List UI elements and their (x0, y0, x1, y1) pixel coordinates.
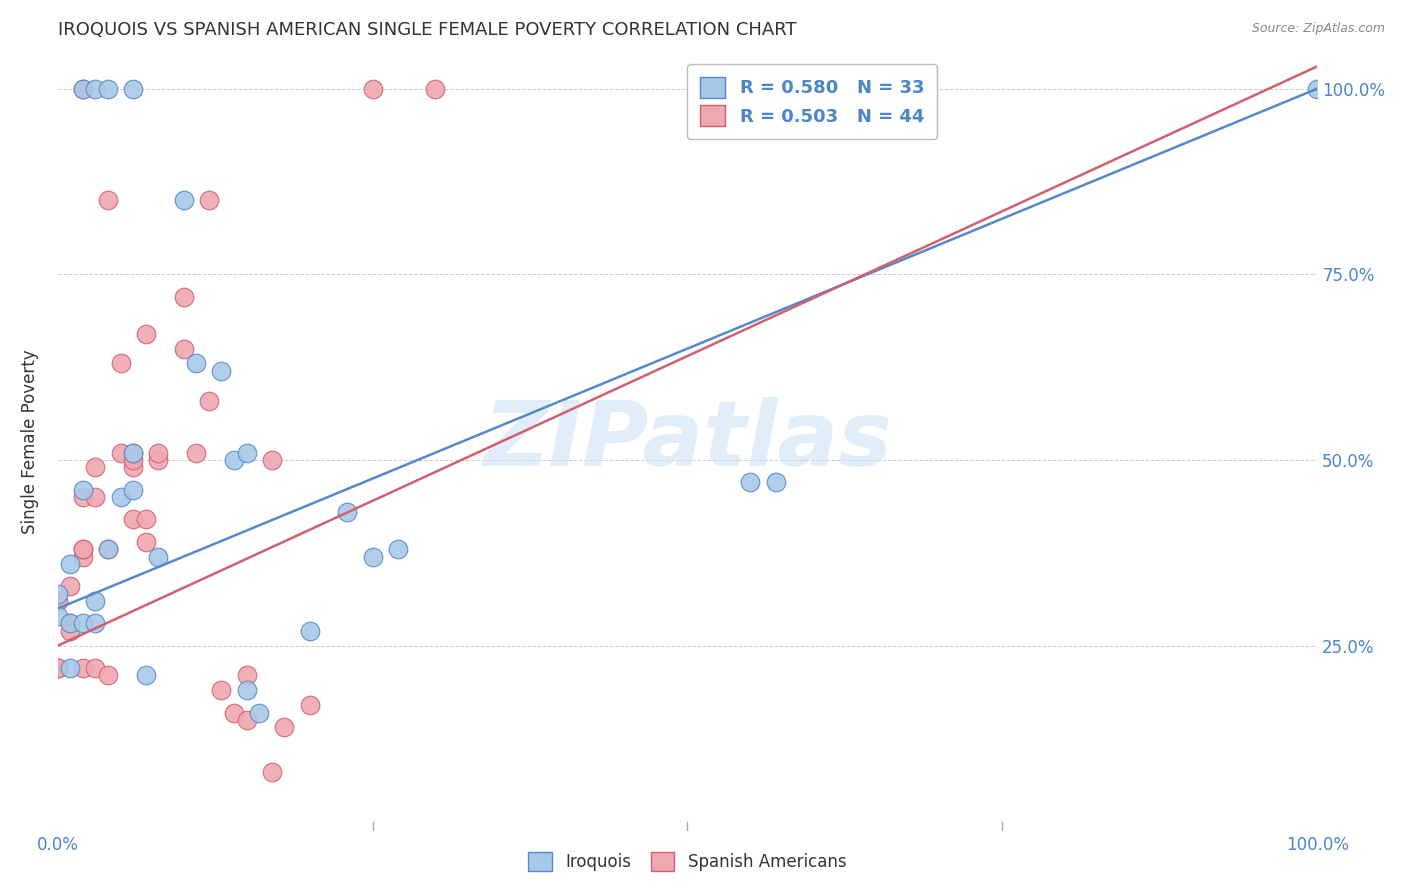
Point (72, 542, 94, 557)
Point (122, 460, 145, 475)
Point (135, 326, 157, 341)
Point (122, 453, 145, 467)
Point (84, 616, 107, 631)
Point (97, 542, 120, 557)
Point (765, 475, 787, 490)
Point (222, 453, 245, 467)
Point (235, 713, 257, 727)
Point (110, 490, 132, 504)
Point (740, 475, 762, 490)
Point (72, 81, 94, 95)
Point (122, 512, 145, 526)
Point (425, 81, 447, 95)
Text: Source: ZipAtlas.com: Source: ZipAtlas.com (1251, 22, 1385, 36)
Point (97, 542, 120, 557)
Point (122, 445, 145, 459)
Point (173, 290, 195, 304)
Point (209, 683, 232, 698)
Point (46, 609, 69, 624)
Point (361, 81, 384, 95)
Point (122, 483, 145, 497)
Point (260, 764, 283, 779)
Point (72, 616, 94, 631)
Text: ZIPatlas: ZIPatlas (482, 398, 891, 485)
Point (72, 81, 94, 95)
Point (59, 616, 82, 631)
Point (235, 668, 257, 682)
Point (46, 661, 69, 675)
Point (260, 453, 283, 467)
Point (197, 193, 219, 207)
Point (387, 542, 409, 557)
Point (59, 624, 82, 638)
Point (97, 193, 120, 207)
Point (84, 490, 107, 504)
Point (148, 445, 170, 459)
Point (173, 193, 195, 207)
Legend: Iroquois, Spanish Americans: Iroquois, Spanish Americans (522, 845, 853, 878)
Point (235, 683, 257, 698)
Point (186, 356, 208, 370)
Point (84, 460, 107, 475)
Point (148, 549, 170, 564)
Point (122, 445, 145, 459)
Point (59, 557, 82, 571)
Point (135, 512, 157, 526)
Point (72, 542, 94, 557)
Text: IROQUOIS VS SPANISH AMERICAN SINGLE FEMALE POVERTY CORRELATION CHART: IROQUOIS VS SPANISH AMERICAN SINGLE FEMA… (58, 21, 796, 39)
Point (97, 668, 120, 682)
Point (222, 706, 245, 720)
Point (186, 445, 208, 459)
Point (135, 534, 157, 549)
Point (235, 445, 257, 459)
Point (273, 721, 295, 735)
Point (298, 624, 321, 638)
Point (84, 594, 107, 608)
Point (122, 81, 145, 95)
Point (59, 661, 82, 675)
Point (59, 616, 82, 631)
Point (84, 661, 107, 675)
Point (72, 661, 94, 675)
Point (84, 81, 107, 95)
Point (46, 587, 69, 601)
Point (72, 549, 94, 564)
Point (298, 698, 321, 713)
Point (110, 445, 132, 459)
Point (247, 706, 270, 720)
Point (110, 356, 132, 370)
Point (148, 453, 170, 467)
Point (135, 668, 157, 682)
Point (46, 661, 69, 675)
Point (97, 81, 120, 95)
Point (72, 490, 94, 504)
Point (46, 594, 69, 608)
Point (361, 549, 384, 564)
Point (1306, 81, 1329, 95)
Point (209, 364, 232, 378)
Point (336, 505, 359, 519)
Y-axis label: Single Female Poverty: Single Female Poverty (21, 349, 39, 533)
Point (197, 393, 219, 408)
Point (72, 483, 94, 497)
Point (173, 342, 195, 356)
Point (59, 579, 82, 593)
